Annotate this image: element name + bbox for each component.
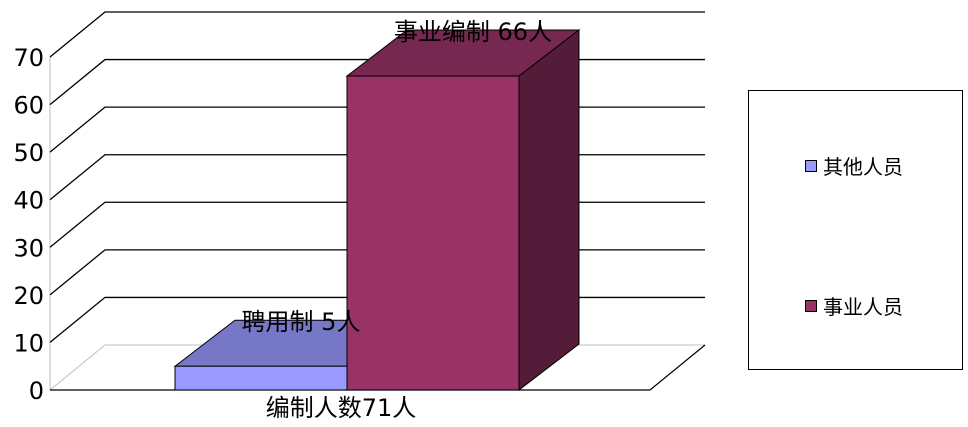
data-label: 聘用制 5人 [242, 308, 361, 336]
y-tick-label: 60 [13, 92, 44, 120]
bar-front-face [346, 75, 520, 391]
bars [173, 29, 581, 392]
data-labels: 聘用制 5人 事业编制 66人 [242, 18, 553, 336]
legend-item-事业人员: 事业人员 [805, 291, 903, 320]
y-tick-label: 10 [13, 329, 44, 357]
y-tick-label: 70 [13, 44, 44, 72]
bar-事业人员 [345, 29, 581, 392]
data-label: 事业编制 66人 [394, 18, 552, 46]
legend-label: 其他人员 [823, 155, 903, 179]
gridline [49, 11, 705, 58]
legend-item-其他人员: 其他人员 [805, 151, 903, 180]
y-tick-label: 0 [29, 377, 44, 405]
y-tick-label: 50 [13, 139, 44, 167]
y-tick-label: 30 [13, 234, 44, 262]
y-axis-tick-labels: 0 10 20 30 40 50 60 70 [13, 44, 44, 405]
legend: 其他人员 事业人员 [748, 90, 963, 370]
back-wall-edge [49, 11, 106, 390]
y-tick-label: 20 [13, 282, 44, 310]
x-category-label: 编制人数71人 [266, 394, 417, 422]
y-tick-label: 40 [13, 187, 44, 215]
floor-right-edge [649, 344, 706, 391]
legend-swatch-icon [805, 159, 817, 172]
legend-label: 事业人员 [823, 295, 903, 319]
bar-front-face [174, 365, 348, 391]
bar-side-face [518, 29, 580, 392]
legend-swatch-icon [805, 299, 817, 312]
